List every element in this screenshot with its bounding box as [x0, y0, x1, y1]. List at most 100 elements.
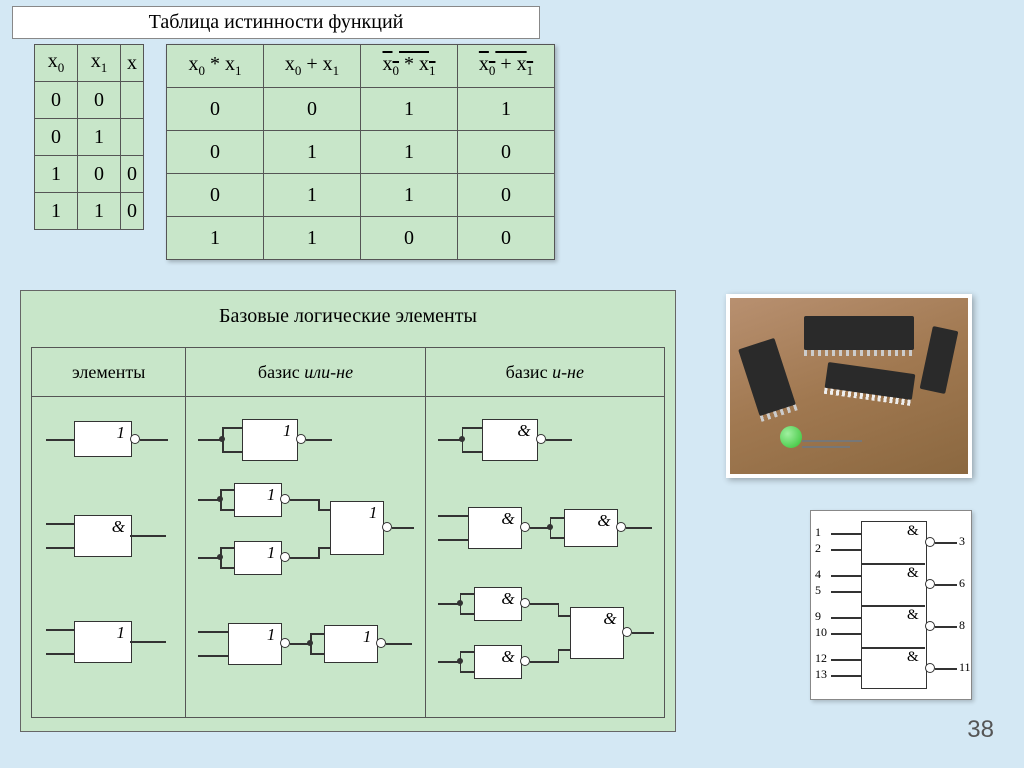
- gate-symbol-amp: &: [603, 609, 616, 629]
- basis-label: базис: [258, 362, 304, 382]
- cell: 0: [167, 131, 264, 174]
- cell: 1: [35, 156, 78, 193]
- gate-symbol-amp: &: [501, 647, 514, 667]
- gate-symbol-one: 1: [267, 625, 276, 645]
- cell: 1: [361, 88, 458, 131]
- gate-symbol-amp: &: [517, 421, 530, 441]
- gate-symbol-amp: &: [907, 565, 919, 582]
- cell: 0: [167, 88, 264, 131]
- gate-symbol-one: 1: [267, 543, 276, 563]
- th-x0: x0: [35, 45, 78, 82]
- th-output: x0 * x1: [361, 45, 458, 88]
- cell: 0: [361, 217, 458, 260]
- nor-gate: 1: [228, 623, 282, 665]
- nand-basis-cell: & & &: [425, 397, 664, 718]
- gate-symbol-amp: &: [112, 517, 125, 537]
- pin-label: 5: [815, 583, 821, 598]
- logic-grid: элементы базис или-не базис и-не 1 & 1: [31, 347, 665, 718]
- pin-label: 1: [815, 525, 821, 540]
- pin-label: 4: [815, 567, 821, 582]
- truth-table-title: Таблица истинности функций: [12, 6, 540, 39]
- cell: 0: [458, 131, 555, 174]
- nor-gate: 1: [242, 419, 298, 461]
- elements-cell: 1 & 1: [32, 397, 186, 718]
- cell: 0: [78, 82, 121, 119]
- cell: 1: [264, 131, 361, 174]
- logic-elements-panel: Базовые логические элементы элементы баз…: [20, 290, 676, 732]
- cell: 0: [35, 119, 78, 156]
- col-elements: элементы: [32, 348, 186, 397]
- gate-symbol-amp: &: [907, 649, 919, 666]
- pin-label: 11: [959, 660, 971, 675]
- not-gate: 1: [74, 421, 132, 457]
- cell: 0: [458, 174, 555, 217]
- cell: 1: [264, 174, 361, 217]
- nor-gate: 1: [234, 541, 282, 575]
- cell: 1: [35, 193, 78, 230]
- gate-symbol-amp: &: [501, 589, 514, 609]
- truth-table-outputs: x0 * x1x0 + x1x0 * x1x0 + x1 0011 0110 0…: [166, 44, 555, 260]
- cell: 0: [458, 217, 555, 260]
- cell: 1: [78, 193, 121, 230]
- pin-label: 13: [815, 667, 827, 682]
- gate-symbol-amp: &: [907, 523, 919, 540]
- cell: 0: [35, 82, 78, 119]
- nand-gate: &: [474, 587, 522, 621]
- pin-label: 6: [959, 576, 965, 591]
- page-number: 38: [967, 716, 994, 744]
- cell: [121, 119, 144, 156]
- nor-gate: 1: [234, 483, 282, 517]
- col-nand-basis: базис и-не: [425, 348, 664, 397]
- nand-gate: &: [570, 607, 624, 659]
- col-nor-basis: базис или-не: [186, 348, 425, 397]
- cell: 1: [78, 119, 121, 156]
- truth-table-inputs: x0 x1 x 00 01 100 110: [34, 44, 144, 230]
- basis-label: базис: [506, 362, 552, 382]
- pin-label: 2: [815, 541, 821, 556]
- pin-label: 3: [959, 534, 965, 549]
- cell: 0: [167, 174, 264, 217]
- cell: 0: [78, 156, 121, 193]
- nand-gate: &: [474, 645, 522, 679]
- gate-symbol-one: 1: [369, 503, 378, 523]
- nor-basis-cell: 1 1 1: [186, 397, 425, 718]
- cell: 1: [361, 131, 458, 174]
- gate-symbol-one: 1: [117, 623, 126, 643]
- pin-label: 9: [815, 609, 821, 624]
- th-xhidden: x: [121, 45, 144, 82]
- nand-label: и-не: [552, 362, 584, 382]
- nand-gate: &: [564, 509, 618, 547]
- nor-gate: 1: [324, 625, 378, 663]
- cell: 1: [458, 88, 555, 131]
- gate-symbol-one: 1: [267, 485, 276, 505]
- or-gate: 1: [74, 621, 132, 663]
- nor-gate: 1: [330, 501, 384, 555]
- pin-label: 10: [815, 625, 827, 640]
- cell: 0: [121, 193, 144, 230]
- gate-symbol-one: 1: [363, 627, 372, 647]
- cell: 0: [264, 88, 361, 131]
- nand-gate: &: [482, 419, 538, 461]
- ic-schematic: &123&456&9108&121311: [810, 510, 972, 700]
- th-output: x0 + x1: [458, 45, 555, 88]
- cell: [121, 82, 144, 119]
- cell: 1: [361, 174, 458, 217]
- th-x1: x1: [78, 45, 121, 82]
- logic-title: Базовые логические элементы: [21, 291, 675, 342]
- cell: 1: [264, 217, 361, 260]
- gate-symbol-one: 1: [283, 421, 292, 441]
- pin-label: 8: [959, 618, 965, 633]
- gate-symbol-amp: &: [907, 607, 919, 624]
- cell: 1: [167, 217, 264, 260]
- and-gate: &: [74, 515, 132, 557]
- gate-symbol-one: 1: [117, 423, 126, 443]
- th-output: x0 * x1: [167, 45, 264, 88]
- th-output: x0 + x1: [264, 45, 361, 88]
- cell: 0: [121, 156, 144, 193]
- gate-symbol-amp: &: [597, 511, 610, 531]
- gate-symbol-amp: &: [501, 509, 514, 529]
- pin-label: 12: [815, 651, 827, 666]
- nand-gate: &: [468, 507, 522, 549]
- chips-photo: [726, 294, 972, 478]
- nor-label: или-не: [304, 362, 353, 382]
